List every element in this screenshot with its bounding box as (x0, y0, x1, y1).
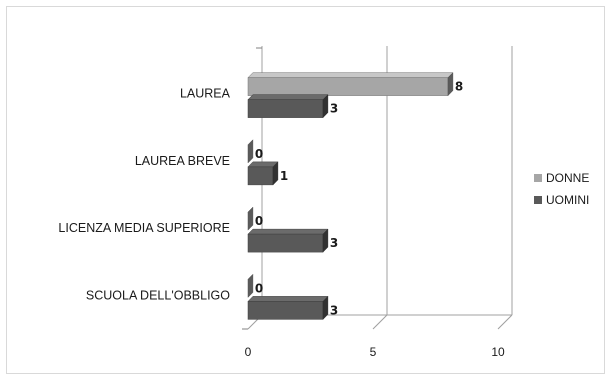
bar-donne (247, 273, 254, 298)
category-label: SCUOLA DELL'OBBLIGO (86, 288, 230, 302)
bars (247, 72, 454, 320)
category-label: LICENZA MEDIA SUPERIORE (58, 221, 230, 235)
bar-top-face (247, 296, 329, 302)
bar-front-face (247, 99, 324, 118)
bar-front-face (247, 77, 449, 96)
bar-uomini (247, 228, 329, 253)
bar-donne (247, 206, 254, 231)
bar-front-face (247, 166, 274, 186)
bar-top-face (247, 228, 329, 235)
legend: DONNE UOMINI (534, 171, 589, 207)
data-label: 8 (455, 80, 463, 94)
labels: 0 5 10 8 3 LAUREA 0 1 LAUREA BREVE 0 3 LICENZA MEDI… (58, 80, 505, 359)
gridline-floor (372, 314, 388, 330)
bar-uomini (247, 295, 329, 320)
data-label: 3 (330, 236, 338, 250)
category-label: LAUREA (180, 87, 231, 101)
data-label: 3 (330, 102, 338, 116)
bar-front-face (247, 301, 324, 320)
legend-label: UOMINI (546, 193, 589, 207)
data-label: 3 (330, 303, 338, 317)
bar-donne (247, 72, 454, 97)
bar-donne (247, 139, 254, 164)
bar-side-face (247, 139, 254, 164)
legend-swatch (534, 196, 542, 204)
x-tick-label: 10 (491, 345, 505, 359)
bar-side-face (322, 228, 329, 253)
data-label: 0 (255, 147, 263, 161)
bar-side-face (247, 206, 254, 231)
bar-uomini (247, 161, 279, 186)
x-tick-label: 5 (370, 345, 377, 359)
x-tick-label: 0 (245, 345, 252, 359)
data-label: 0 (255, 214, 263, 228)
bar-uomini (247, 94, 329, 119)
category-label: LAUREA BREVE (135, 154, 230, 168)
bar-side-face (322, 94, 329, 119)
bar-side-face (272, 161, 279, 186)
data-label: 1 (280, 169, 288, 183)
bar-side-face (247, 273, 254, 298)
bar-top-face (247, 72, 454, 78)
bar-front-face (247, 233, 324, 253)
legend-swatch (534, 174, 542, 182)
data-label: 0 (255, 281, 263, 295)
bar-side-face (447, 72, 454, 97)
gridline-floor (497, 314, 513, 330)
bar-top-face (247, 94, 329, 100)
legend-label: DONNE (546, 171, 589, 185)
bar-side-face (322, 295, 329, 320)
